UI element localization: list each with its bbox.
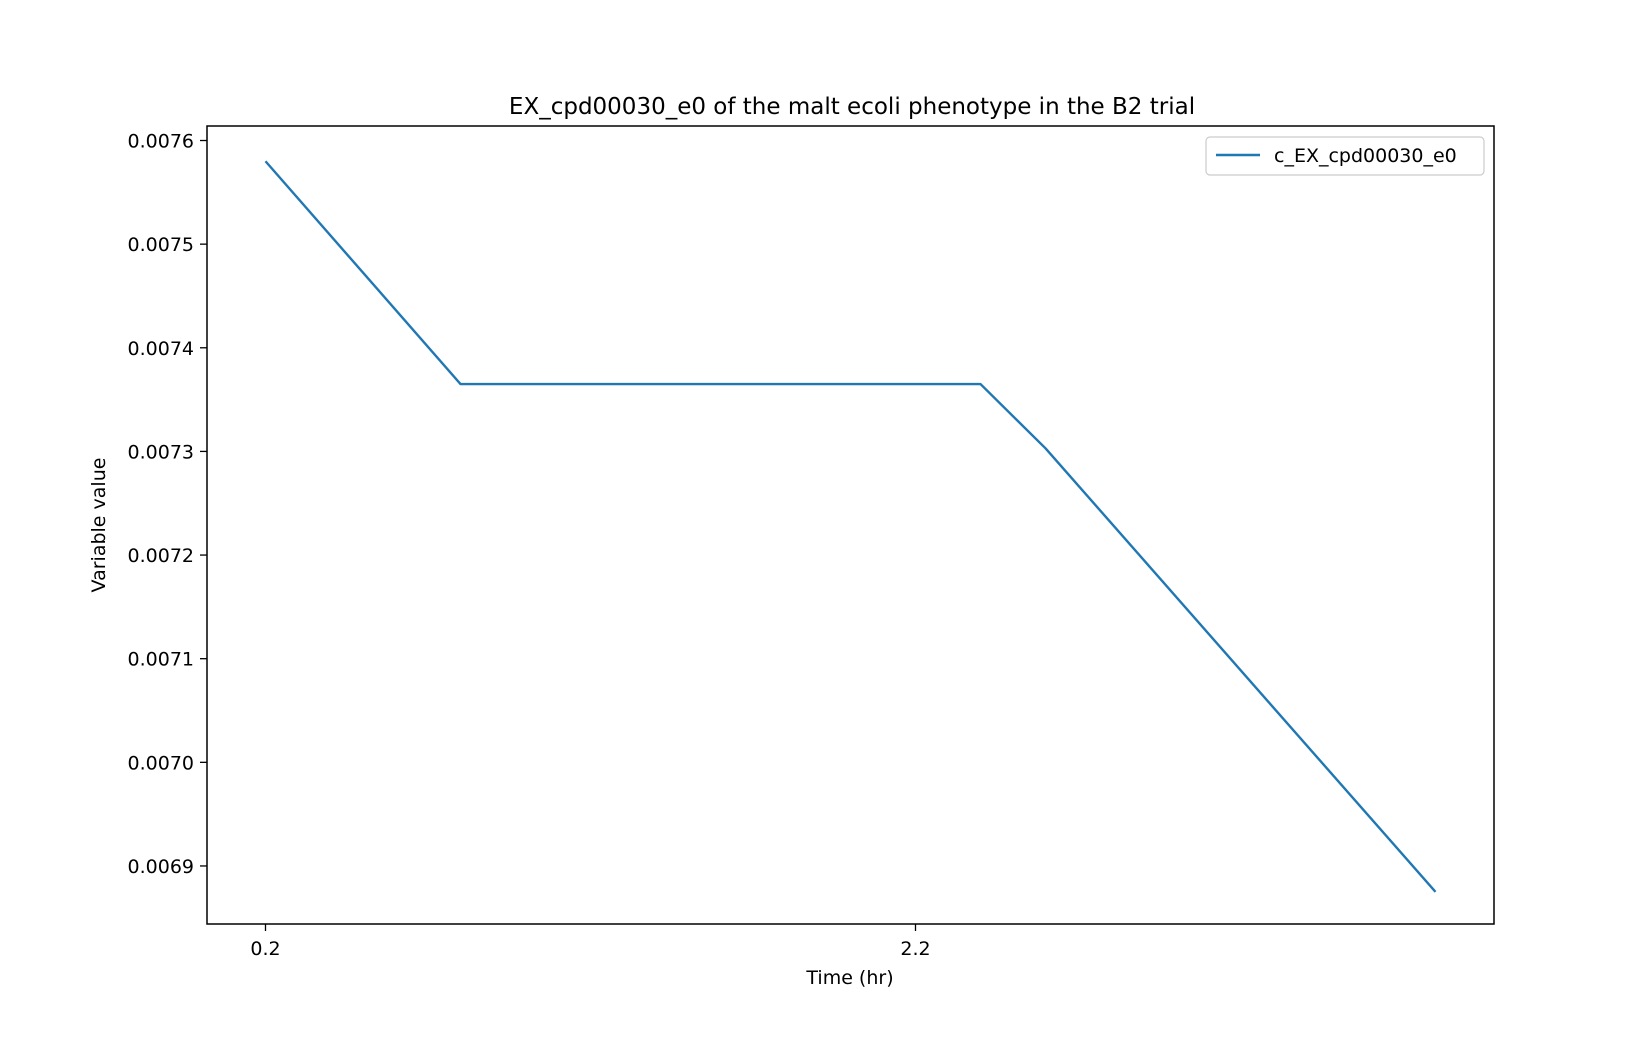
y-tick-label: 0.0071 xyxy=(128,649,194,671)
y-axis-label: Variable value xyxy=(88,458,110,593)
y-tick-label: 0.0075 xyxy=(128,234,194,256)
series-line xyxy=(264,160,1437,893)
chart-title: EX_cpd00030_e0 of the malt ecoli phenoty… xyxy=(509,94,1195,120)
y-tick-label: 0.0070 xyxy=(128,752,194,774)
y-tick-label: 0.0069 xyxy=(128,856,194,878)
x-tick-label: 2.2 xyxy=(900,938,930,960)
legend-box xyxy=(1205,136,1485,176)
plot-frame xyxy=(206,125,1495,925)
y-axis: 0.0069 0.0070 0.0071 0.0072 0.0073 0.0074 0.00… xyxy=(128,131,207,878)
x-axis: 0.2 2.2 xyxy=(250,924,931,960)
y-tick-label: 0.0074 xyxy=(128,338,194,360)
y-tick-label: 0.0076 xyxy=(128,131,194,153)
plot-area xyxy=(264,160,1437,893)
x-tick-label: 0.2 xyxy=(250,938,280,960)
x-axis-label: Time (hr) xyxy=(805,967,893,989)
legend-label: c_EX_cpd00030_e0 xyxy=(1274,145,1457,167)
legend: c_EX_cpd00030_e0 xyxy=(1205,136,1485,176)
y-tick-label: 0.0072 xyxy=(128,545,194,567)
y-tick-label: 0.0073 xyxy=(128,441,194,463)
